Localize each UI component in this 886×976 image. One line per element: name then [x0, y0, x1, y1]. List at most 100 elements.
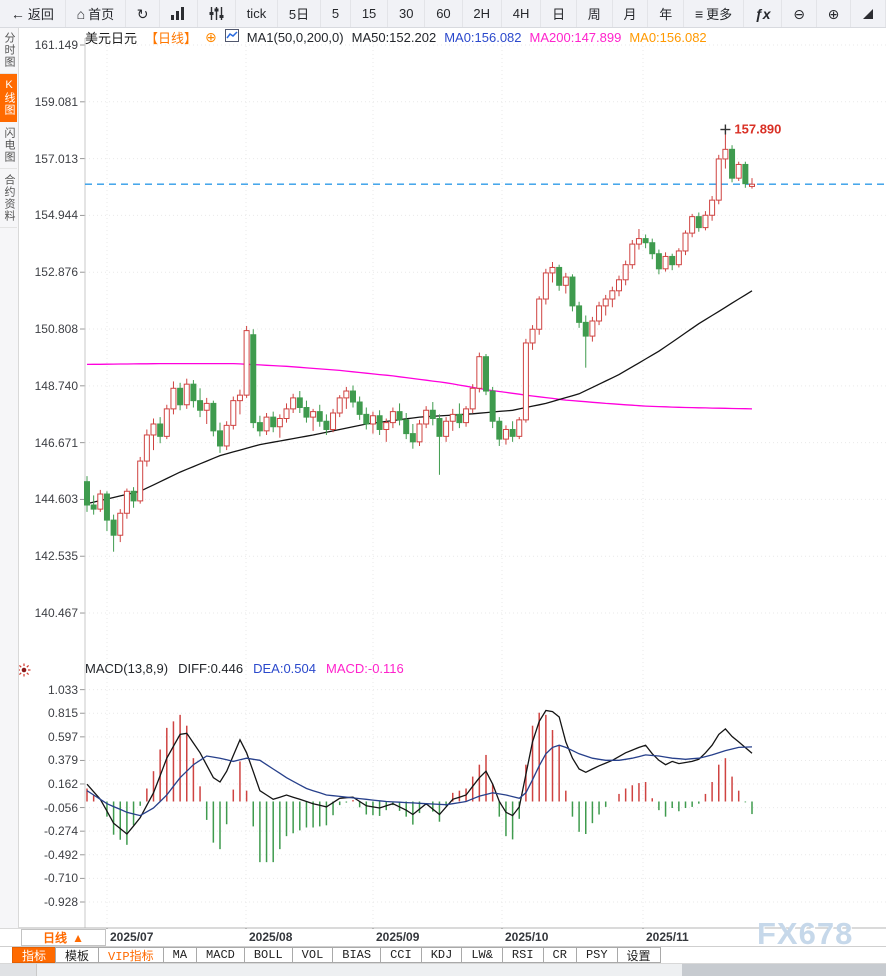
- candle-body[interactable]: [735, 163, 742, 179]
- tab-CCI[interactable]: CCI: [380, 947, 422, 963]
- candle-body[interactable]: [310, 411, 317, 418]
- candle-body[interactable]: [137, 460, 144, 502]
- candle-body[interactable]: [90, 504, 97, 510]
- candle-body[interactable]: [456, 413, 463, 424]
- candle-body[interactable]: [655, 253, 662, 270]
- candle-body[interactable]: [602, 298, 609, 307]
- candle-body[interactable]: [649, 242, 656, 255]
- tab-VOL[interactable]: VOL: [291, 947, 334, 963]
- candle-body[interactable]: [616, 279, 622, 292]
- sidebar-item-lightning[interactable]: 闪电图: [0, 122, 17, 169]
- toolbar-button-4h[interactable]: 4H: [502, 0, 542, 27]
- candle-body[interactable]: [276, 417, 283, 428]
- candle-body[interactable]: [123, 490, 130, 514]
- candle-body[interactable]: [170, 387, 177, 410]
- candle-body[interactable]: [117, 512, 124, 536]
- candle-body[interactable]: [143, 434, 150, 462]
- candle-body[interactable]: [562, 276, 569, 286]
- candle-body[interactable]: [556, 266, 563, 286]
- candle-body[interactable]: [483, 356, 489, 392]
- candle-body[interactable]: [429, 409, 436, 419]
- candle-body[interactable]: [283, 408, 290, 419]
- candle-body[interactable]: [409, 433, 416, 443]
- candle-body[interactable]: [150, 423, 157, 436]
- toolbar-button-bar-chart[interactable]: [160, 0, 199, 27]
- candle-body[interactable]: [629, 243, 636, 266]
- candle-body[interactable]: [296, 397, 303, 409]
- candle-body[interactable]: [702, 214, 709, 229]
- candle-body[interactable]: [217, 430, 223, 447]
- candle-body[interactable]: [256, 422, 263, 432]
- tab-BOLL[interactable]: BOLL: [243, 947, 293, 963]
- candle-body[interactable]: [363, 413, 370, 425]
- candle-body[interactable]: [675, 250, 682, 266]
- tab-CR[interactable]: CR: [542, 947, 577, 963]
- candle-body[interactable]: [509, 428, 516, 437]
- candle-body[interactable]: [263, 416, 270, 432]
- horizontal-scrollbar[interactable]: [0, 963, 886, 976]
- candle-body[interactable]: [350, 390, 356, 403]
- toolbar-button-back[interactable]: ← 返回: [0, 0, 66, 27]
- candle-body[interactable]: [157, 423, 164, 437]
- candle-body[interactable]: [356, 401, 363, 415]
- candle-body[interactable]: [103, 493, 110, 521]
- candle-body[interactable]: [469, 387, 476, 410]
- candle-body[interactable]: [110, 519, 117, 536]
- candle-body[interactable]: [502, 428, 509, 440]
- chart-type-icon[interactable]: [224, 29, 239, 45]
- candle-body[interactable]: [569, 276, 576, 307]
- candle-body[interactable]: [695, 216, 702, 229]
- candle-body[interactable]: [709, 199, 716, 216]
- candle-body[interactable]: [536, 298, 543, 330]
- candle-body[interactable]: [682, 232, 689, 252]
- toolbar-button-zoom-in[interactable]: ⊕: [817, 0, 852, 27]
- sidebar-item-time-share[interactable]: 分时图: [0, 27, 17, 74]
- candle-body[interactable]: [729, 148, 736, 179]
- tab-MACD[interactable]: MACD: [196, 947, 245, 963]
- toolbar-button-week[interactable]: 周: [577, 0, 613, 27]
- candle-body[interactable]: [343, 390, 350, 399]
- candle-body[interactable]: [476, 356, 483, 389]
- tab-KDJ[interactable]: KDJ: [420, 947, 463, 963]
- candle-body[interactable]: [576, 305, 583, 323]
- tab-MA[interactable]: MA: [162, 947, 198, 963]
- toolbar-button-5min[interactable]: 5: [321, 0, 351, 27]
- candle-body[interactable]: [436, 417, 443, 437]
- candle-body[interactable]: [489, 390, 496, 422]
- candle-body[interactable]: [190, 383, 197, 402]
- tab-指标[interactable]: 指标: [12, 947, 57, 964]
- scrollbar-handle[interactable]: [682, 964, 886, 976]
- candle-body[interactable]: [596, 305, 603, 322]
- candle-body[interactable]: [423, 409, 430, 425]
- candle-body[interactable]: [130, 490, 137, 502]
- candle-body[interactable]: [715, 158, 722, 201]
- tab-设置[interactable]: 设置: [616, 947, 661, 964]
- candle-body[interactable]: [84, 481, 90, 506]
- candle-body[interactable]: [669, 255, 676, 266]
- candle-body[interactable]: [749, 183, 755, 187]
- candle-body[interactable]: [642, 238, 649, 244]
- candle-body[interactable]: [223, 424, 230, 447]
- candle-body[interactable]: [336, 397, 343, 414]
- candle-body[interactable]: [230, 400, 237, 426]
- candle-body[interactable]: [589, 320, 596, 337]
- candle-body[interactable]: [443, 420, 450, 437]
- period-selector-button[interactable]: 日线 ▲: [21, 929, 106, 946]
- candle-body[interactable]: [183, 383, 190, 406]
- candle-body[interactable]: [403, 419, 410, 435]
- toolbar-button-more[interactable]: ≡ 更多: [684, 0, 745, 27]
- candle-body[interactable]: [376, 415, 383, 430]
- toolbar-button-year[interactable]: 年: [648, 0, 685, 27]
- candle-body[interactable]: [416, 423, 423, 443]
- toolbar-button-tick[interactable]: tick: [236, 0, 279, 27]
- toolbar-button-month[interactable]: 月: [613, 0, 649, 27]
- candle-body[interactable]: [203, 402, 210, 411]
- candle-body[interactable]: [250, 334, 257, 424]
- candle-body[interactable]: [635, 238, 642, 245]
- tab-BIAS[interactable]: BIAS: [332, 947, 382, 963]
- candle-body[interactable]: [383, 422, 390, 430]
- toolbar-button-zoom-out[interactable]: ⊖: [782, 0, 817, 27]
- tab-LW&[interactable]: LW&: [461, 947, 503, 963]
- candle-body[interactable]: [529, 328, 536, 344]
